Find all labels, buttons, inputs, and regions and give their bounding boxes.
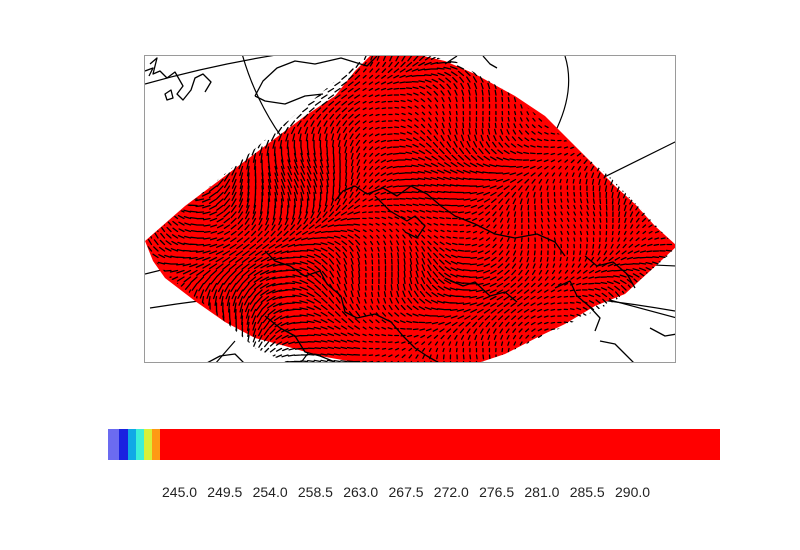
- colorbar-tick-label: 272.0: [433, 484, 469, 500]
- colorbar-tick-label: 258.5: [297, 484, 333, 500]
- colorbar-tick-label: 267.5: [388, 484, 424, 500]
- colorbar-segment: [119, 429, 128, 460]
- colorbar-tick-label: 276.5: [479, 484, 515, 500]
- colorbar-tick-label: 285.5: [569, 484, 605, 500]
- colorbar-tick-label: 281.0: [524, 484, 560, 500]
- colorbar-segment: [152, 429, 160, 460]
- colorbar-tick-label: 249.5: [207, 484, 243, 500]
- colorbar: [108, 429, 720, 460]
- coastlines: [145, 56, 675, 362]
- colorbar-tick-label: 263.0: [343, 484, 379, 500]
- colorbar-tick-label: 245.0: [162, 484, 198, 500]
- colorbar-tick-label: 290.0: [615, 484, 651, 500]
- colorbar-segment: [136, 429, 144, 460]
- colorbar-segment: [108, 429, 120, 460]
- wind-field-map: [145, 56, 675, 362]
- colorbar-tick-label: 254.0: [252, 484, 288, 500]
- map-panel: [144, 55, 676, 363]
- colorbar-segment: [144, 429, 152, 460]
- colorbar-segment: [128, 429, 136, 460]
- temperature-field: [145, 56, 675, 362]
- colorbar-segment: [160, 429, 720, 460]
